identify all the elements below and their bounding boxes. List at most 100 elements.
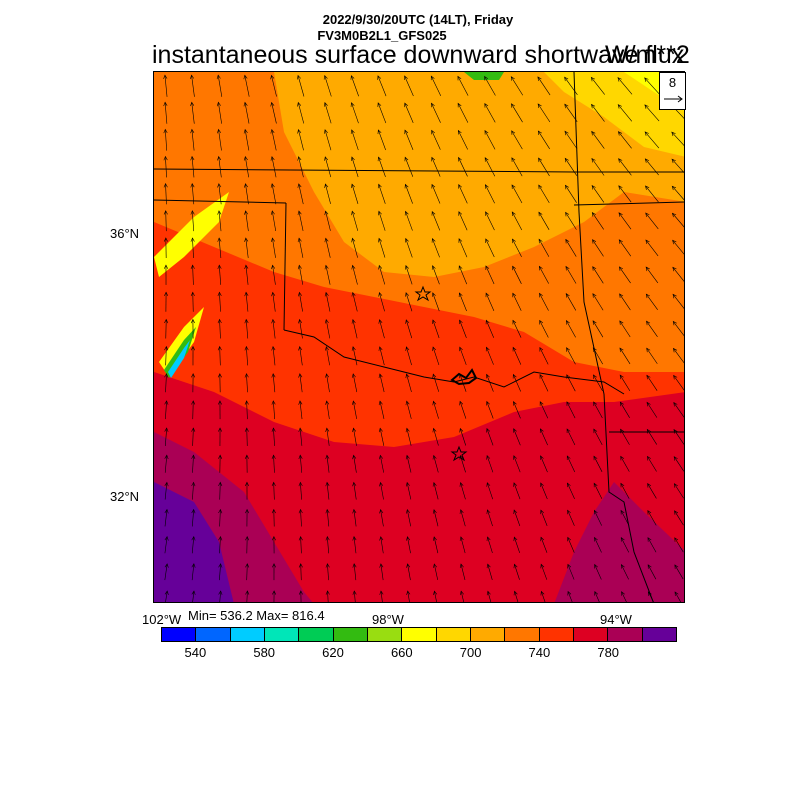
wind-vector-head bbox=[513, 428, 517, 433]
wind-vector bbox=[566, 320, 576, 338]
colorbar bbox=[161, 627, 677, 642]
wind-vector-head bbox=[405, 319, 410, 324]
wind-vector bbox=[484, 103, 496, 123]
wind-vector-head bbox=[351, 264, 356, 270]
wind-vector bbox=[593, 456, 603, 472]
wind-vector-head bbox=[352, 536, 357, 541]
wind-vector bbox=[620, 456, 630, 472]
wind-vector-head bbox=[513, 590, 518, 596]
wind-vector bbox=[594, 510, 602, 526]
field-band-amber-north bbox=[274, 72, 684, 277]
wind-vector-head bbox=[484, 157, 489, 162]
wind-vector-head bbox=[270, 101, 275, 107]
wind-vector bbox=[458, 265, 468, 285]
wind-vector-head bbox=[673, 401, 678, 407]
wind-vector bbox=[512, 238, 522, 258]
wind-vector-head bbox=[323, 74, 328, 80]
wind-vector-head bbox=[163, 74, 168, 79]
wind-vector bbox=[458, 130, 468, 150]
field-streak-yellow-nw bbox=[154, 192, 229, 277]
wind-vector-head bbox=[244, 291, 249, 297]
wind-vector bbox=[540, 455, 548, 473]
wind-vector bbox=[539, 347, 549, 365]
wind-vector-head bbox=[217, 183, 222, 188]
wind-vector-head bbox=[191, 536, 196, 541]
wind-vector-head bbox=[298, 481, 303, 487]
wind-vector-head bbox=[564, 103, 569, 109]
wind-vector-head bbox=[457, 102, 462, 108]
wind-vector bbox=[352, 319, 358, 339]
colorbar-swatch bbox=[436, 628, 471, 641]
wind-vector bbox=[645, 158, 659, 176]
wind-vector-head bbox=[433, 590, 438, 596]
wind-vector-head bbox=[432, 292, 436, 297]
wind-vector-head bbox=[378, 427, 383, 433]
wind-vector bbox=[540, 564, 548, 580]
wind-vector-head bbox=[190, 128, 195, 134]
wind-vector-head bbox=[323, 102, 328, 107]
wind-vector bbox=[327, 563, 329, 581]
colorbar-tick-label: 780 bbox=[597, 645, 620, 660]
wind-vector-head bbox=[621, 591, 625, 596]
wind-vector-field bbox=[163, 74, 684, 602]
wind-vector bbox=[593, 428, 603, 446]
wind-vector bbox=[272, 238, 276, 258]
wind-vector-head bbox=[297, 156, 302, 161]
colorbar-tick-label: 580 bbox=[253, 645, 276, 660]
wind-vector bbox=[486, 374, 494, 392]
wind-vector-head bbox=[484, 130, 489, 135]
wind-vector-head bbox=[431, 183, 436, 189]
wind-vector bbox=[407, 591, 410, 602]
wind-vector-head bbox=[216, 101, 221, 107]
colorbar-tick-label: 620 bbox=[322, 645, 344, 660]
wind-vector bbox=[430, 76, 442, 96]
wind-vector bbox=[620, 537, 630, 553]
wind-vector-head bbox=[298, 535, 303, 541]
wind-vector bbox=[164, 455, 168, 473]
wind-vector-head bbox=[406, 536, 411, 541]
wind-vector bbox=[457, 76, 469, 96]
wind-vector-head bbox=[486, 482, 491, 487]
wind-vector-head bbox=[593, 401, 598, 407]
wind-vector bbox=[245, 156, 249, 178]
wind-vector-head bbox=[243, 155, 248, 161]
wind-vector-head bbox=[351, 210, 356, 216]
wind-vector bbox=[511, 130, 523, 150]
wind-vector-head bbox=[298, 454, 303, 460]
wind-vector-head bbox=[404, 237, 409, 243]
colorbar-swatch bbox=[505, 628, 540, 641]
wind-vector-head bbox=[432, 346, 437, 352]
wind-vector-head bbox=[673, 429, 678, 434]
wind-vector-head bbox=[378, 210, 382, 216]
wind-vector bbox=[219, 509, 221, 527]
wind-vector bbox=[300, 563, 302, 581]
wind-vector bbox=[645, 266, 659, 284]
wind-vector bbox=[514, 537, 520, 553]
wind-vector bbox=[673, 456, 684, 472]
wind-vector-head bbox=[405, 454, 410, 460]
reference-arrow-icon bbox=[664, 95, 683, 103]
wind-vector-head bbox=[325, 454, 330, 460]
wind-vector-head bbox=[484, 102, 489, 108]
wind-vector bbox=[486, 455, 494, 473]
wind-vector-head bbox=[430, 75, 435, 81]
wind-vector bbox=[217, 75, 223, 97]
wind-vector-head bbox=[164, 318, 169, 324]
wind-vector bbox=[326, 400, 330, 420]
wind-vector bbox=[324, 75, 332, 97]
wind-vector bbox=[219, 319, 221, 339]
wind-vector-head bbox=[432, 454, 437, 460]
wind-vector bbox=[591, 158, 605, 176]
wind-vector-head bbox=[377, 156, 382, 162]
wind-vector-head bbox=[191, 590, 196, 595]
wind-vector bbox=[351, 129, 359, 151]
valid-time-header: 2022/9/30/20UTC (14LT), Friday bbox=[322, 12, 514, 27]
wind-vector bbox=[326, 509, 330, 527]
wind-vector-head bbox=[377, 102, 382, 107]
wind-vector-head bbox=[404, 102, 408, 108]
wind-vector-head bbox=[244, 481, 249, 487]
wind-vector-head bbox=[513, 536, 518, 542]
wind-vector bbox=[672, 294, 684, 309]
wind-vector bbox=[244, 129, 250, 151]
wind-vector bbox=[351, 156, 359, 178]
